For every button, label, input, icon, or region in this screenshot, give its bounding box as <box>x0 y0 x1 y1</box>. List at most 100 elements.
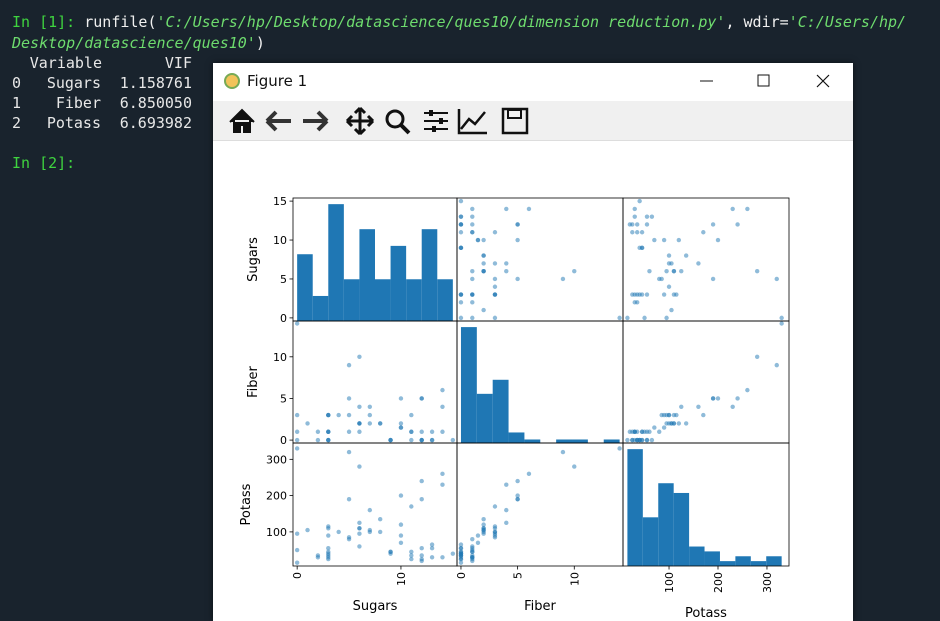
scatter-point <box>683 421 689 426</box>
scatter-point <box>774 362 779 368</box>
y-tick-label: 15 <box>273 195 287 208</box>
scatter-point <box>294 437 300 443</box>
scatter-point <box>679 404 684 409</box>
scatter-point <box>572 268 577 274</box>
scatter-point <box>676 421 682 426</box>
hist-bar <box>508 432 525 443</box>
scatter-point <box>367 404 373 409</box>
scatter-point <box>481 516 486 522</box>
y-tick-label: 200 <box>266 490 287 503</box>
table-cell: Potass <box>46 114 101 132</box>
forward-button[interactable] <box>303 110 329 132</box>
table-cell: Sugars <box>46 74 101 92</box>
table-header: Variable <box>29 54 102 72</box>
scatter-point <box>458 560 464 565</box>
axes-frame <box>622 442 790 567</box>
scatter-point <box>357 429 362 434</box>
scatter-point <box>398 522 404 527</box>
y-tick-label: 5 <box>280 273 287 286</box>
axes-frame <box>622 320 790 444</box>
pan-button[interactable] <box>345 106 375 136</box>
y-axis-label: Sugars <box>246 237 261 282</box>
scatter-point <box>398 493 404 498</box>
y-axis-label: Fiber <box>246 365 261 397</box>
prompt: In [2]: <box>12 154 76 172</box>
save-button[interactable] <box>501 107 529 135</box>
scatter-point <box>661 237 667 243</box>
scatter-point <box>458 222 464 227</box>
close-button[interactable] <box>816 74 830 88</box>
scatter-point <box>644 222 650 227</box>
scatter-point <box>398 396 404 401</box>
hist-bar <box>735 556 751 566</box>
scatter-point <box>676 237 682 243</box>
scatter-point <box>515 497 520 502</box>
scatter-point <box>515 276 520 282</box>
scatter-point <box>346 535 352 540</box>
scatter-point <box>440 471 445 477</box>
scatter-point <box>639 292 645 297</box>
scatter-point <box>659 276 664 282</box>
scatter-point <box>346 362 352 368</box>
scatter-point <box>664 268 669 274</box>
scatter-point <box>357 544 362 549</box>
scatter-point <box>429 429 435 434</box>
scatter-point <box>419 497 424 502</box>
scatter-point <box>632 300 637 305</box>
scatter-point <box>710 276 716 282</box>
scatter-point <box>458 214 464 219</box>
scatter-point <box>515 237 520 243</box>
scatter-point <box>377 421 383 426</box>
maximize-button[interactable] <box>757 74 770 87</box>
hist-bar <box>603 439 620 443</box>
configure-button[interactable] <box>429 110 433 116</box>
y-tick-label: 0 <box>280 434 287 447</box>
hist-bar <box>343 279 360 321</box>
scatter-point <box>745 206 750 212</box>
code-token: Desktop/datascience/ques10' <box>12 34 256 52</box>
scatter-point <box>481 522 486 527</box>
hist-bar <box>359 229 375 321</box>
hist-bar <box>406 279 422 321</box>
scatter-point <box>515 222 520 227</box>
zoom-button[interactable] <box>385 109 405 129</box>
hist-bar <box>719 561 736 566</box>
scatter-point <box>632 214 637 219</box>
y-tick-label: 5 <box>280 392 287 405</box>
scatter-point <box>745 387 750 393</box>
x-axis-label: Potass <box>685 606 727 621</box>
row-index: 1 <box>12 94 22 112</box>
back-button[interactable] <box>265 110 291 132</box>
hist-bar <box>750 561 767 566</box>
scatter-point <box>440 429 445 434</box>
home-button[interactable] <box>229 108 255 133</box>
scatter-point <box>666 284 672 289</box>
scatter-point <box>683 253 689 258</box>
figure-window: Figure 1 0 5 10 15 Sugars 0 10 Sugars 0 5 10 Fiber 0… <box>213 63 853 621</box>
scatter-point <box>458 245 464 251</box>
hist-bar <box>556 439 573 443</box>
scatter-point <box>458 198 464 204</box>
scatter-point <box>637 245 642 251</box>
scatter-point <box>649 214 655 219</box>
scatter-point <box>357 526 362 531</box>
scatter-point <box>669 307 674 313</box>
scatter-point <box>470 292 475 297</box>
scatter-point <box>419 396 424 401</box>
scatter-point <box>388 437 393 443</box>
scatter-point <box>492 315 498 321</box>
y-tick-label: 0 <box>280 312 287 325</box>
scatter-point <box>779 315 784 321</box>
x-tick-label: 10 <box>568 572 581 586</box>
axes-button[interactable] <box>457 109 487 135</box>
table-cell: Fiber <box>55 94 101 112</box>
scatter-point <box>419 437 424 443</box>
scatter-point <box>657 429 662 434</box>
y-tick-label: 10 <box>273 351 287 364</box>
y-tick-label: 300 <box>266 453 287 466</box>
scatter-point <box>470 536 475 542</box>
scatter-point <box>388 551 393 556</box>
scatter-point <box>440 555 445 560</box>
axes-frame <box>456 197 624 322</box>
scatter-point <box>367 421 373 426</box>
